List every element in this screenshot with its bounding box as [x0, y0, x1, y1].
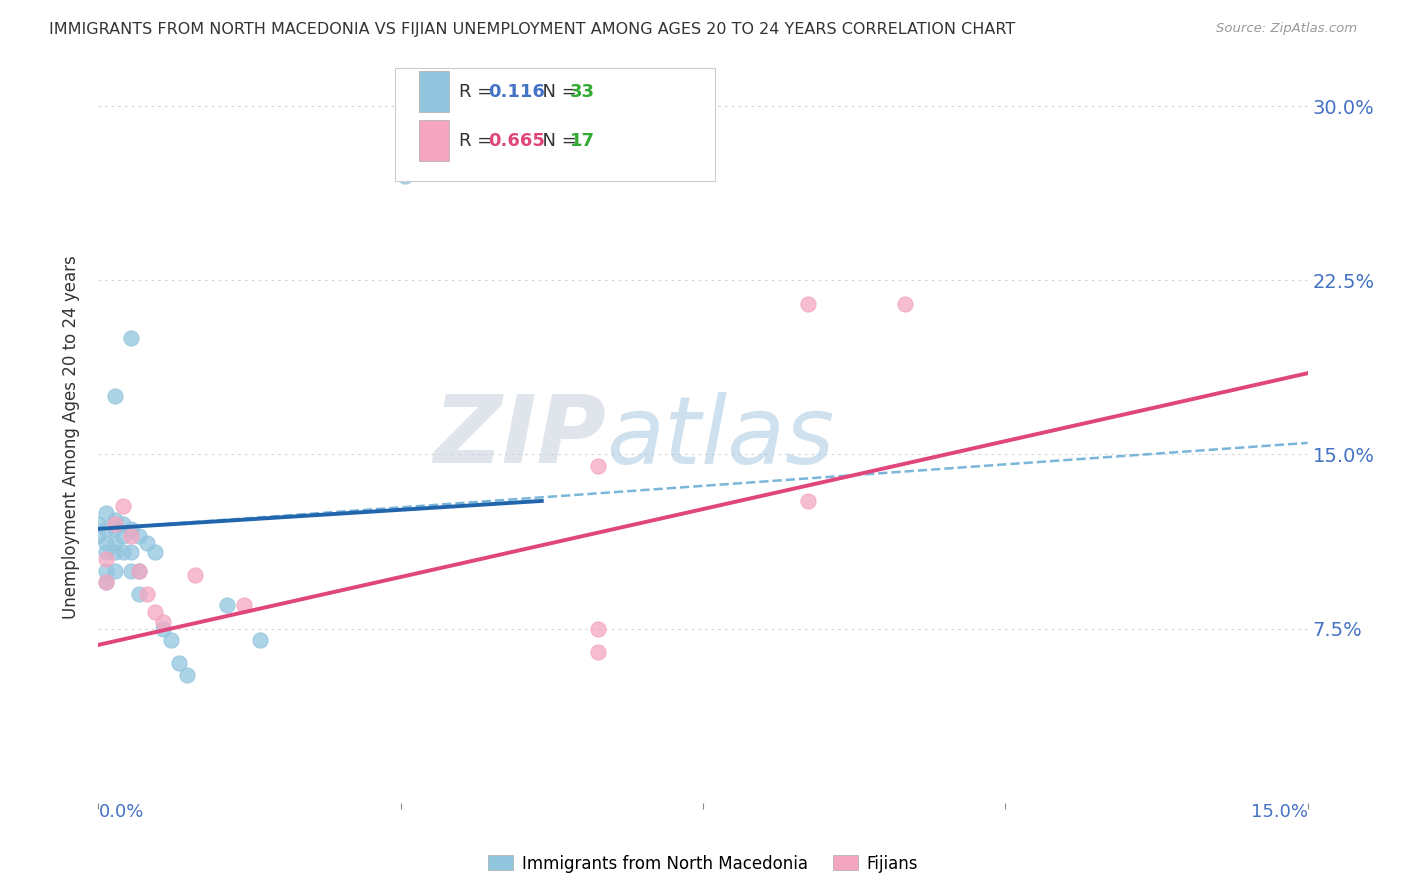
Point	[96, 552, 118, 566]
Text: 0.665: 0.665	[488, 132, 544, 150]
Point	[96, 545, 118, 559]
Point	[120, 545, 142, 559]
Point	[120, 564, 142, 578]
Point	[135, 535, 157, 549]
Point	[217, 599, 239, 613]
Point	[152, 615, 174, 629]
Point	[111, 517, 134, 532]
Text: IMMIGRANTS FROM NORTH MACEDONIA VS FIJIAN UNEMPLOYMENT AMONG AGES 20 TO 24 YEARS: IMMIGRANTS FROM NORTH MACEDONIA VS FIJIA…	[49, 22, 1015, 37]
Point	[96, 564, 118, 578]
Text: N =: N =	[531, 83, 583, 101]
Text: Source: ZipAtlas.com: Source: ZipAtlas.com	[1216, 22, 1357, 36]
Text: R =: R =	[458, 83, 498, 101]
Point	[176, 668, 198, 682]
Point	[96, 575, 118, 590]
Point	[103, 564, 125, 578]
Point	[128, 529, 150, 543]
Text: 15.0%: 15.0%	[1250, 803, 1308, 821]
Y-axis label: Unemployment Among Ages 20 to 24 years: Unemployment Among Ages 20 to 24 years	[62, 255, 80, 619]
Point	[167, 657, 190, 671]
Point	[249, 633, 271, 648]
Point	[797, 494, 820, 508]
Text: atlas: atlas	[606, 392, 835, 483]
Point	[96, 522, 118, 536]
Text: 0.0%: 0.0%	[98, 803, 143, 821]
Point	[96, 535, 118, 549]
Legend: Immigrants from North Macedonia, Fijians: Immigrants from North Macedonia, Fijians	[482, 848, 924, 880]
Point	[96, 506, 118, 520]
Text: ZIP: ZIP	[433, 391, 606, 483]
Point	[143, 606, 166, 620]
Point	[893, 296, 915, 310]
Point	[87, 529, 110, 543]
Point	[120, 331, 142, 345]
Point	[797, 296, 820, 310]
Point	[111, 529, 134, 543]
Point	[184, 568, 207, 582]
Point	[135, 587, 157, 601]
Point	[586, 622, 609, 636]
Point	[160, 633, 183, 648]
Point	[111, 545, 134, 559]
Point	[111, 499, 134, 513]
Text: N =: N =	[531, 132, 583, 150]
Point	[128, 564, 150, 578]
Point	[120, 529, 142, 543]
Point	[96, 575, 118, 590]
Point	[103, 389, 125, 403]
Point	[586, 459, 609, 474]
Text: 33: 33	[569, 83, 595, 101]
Text: R =: R =	[458, 132, 498, 150]
Point	[103, 545, 125, 559]
Point	[232, 599, 254, 613]
Point	[143, 545, 166, 559]
Text: 17: 17	[569, 132, 595, 150]
Text: 0.116: 0.116	[488, 83, 544, 101]
Point	[103, 522, 125, 536]
Point	[103, 535, 125, 549]
Point	[586, 645, 609, 659]
FancyBboxPatch shape	[419, 71, 449, 112]
Point	[394, 169, 416, 183]
Point	[120, 522, 142, 536]
Point	[103, 517, 125, 532]
FancyBboxPatch shape	[395, 68, 716, 181]
Point	[103, 512, 125, 526]
Point	[87, 517, 110, 532]
Point	[128, 587, 150, 601]
Point	[128, 564, 150, 578]
FancyBboxPatch shape	[419, 120, 449, 161]
Point	[152, 622, 174, 636]
